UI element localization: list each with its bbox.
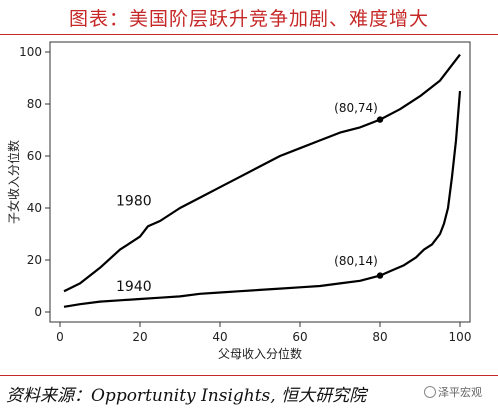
y-tick-label-100: 100 bbox=[19, 45, 42, 59]
source-note: 资料来源：Opportunity Insights, 恒大研究院 bbox=[6, 386, 367, 406]
wechat-icon bbox=[424, 386, 436, 398]
x-axis-label: 父母收入分位数 bbox=[218, 346, 302, 361]
x-tick-label-20: 20 bbox=[132, 330, 147, 344]
chart-canvas: 0 20 40 60 80 100 0 20 40 60 80 100 父母收入分位数 子女收入分位数 19… bbox=[6, 41, 472, 361]
x-tick-label-0: 0 bbox=[56, 330, 64, 344]
y-tick-label-80: 80 bbox=[27, 97, 42, 111]
x-tick-label-40: 40 bbox=[212, 330, 227, 344]
series-line-1940 bbox=[63, 90, 462, 308]
y-axis-label: 子女收入分位数 bbox=[6, 140, 21, 224]
point-label-3: (80,14) bbox=[334, 254, 378, 268]
chart-title: 图表：美国阶层跃升竞争加剧、难度增大 bbox=[68, 8, 429, 30]
y-tick-label-0: 0 bbox=[34, 305, 42, 319]
point-label-2: (80,74) bbox=[334, 101, 378, 115]
series-line-1980 bbox=[63, 53, 461, 293]
watermark-label: 泽平宏观 bbox=[438, 386, 482, 399]
title-divider bbox=[0, 34, 498, 35]
x-tick-label-80: 80 bbox=[372, 330, 387, 344]
y-tick-label-40: 40 bbox=[27, 201, 42, 215]
series-label-1980: 1980 bbox=[116, 193, 152, 209]
x-tick-label-60: 60 bbox=[292, 330, 307, 344]
y-tick-label-60: 60 bbox=[27, 149, 42, 163]
x-tick-label-100: 100 bbox=[449, 330, 472, 344]
highlight-point-3 bbox=[376, 272, 384, 279]
watermark: 泽平宏观 bbox=[424, 384, 482, 400]
plot-frame bbox=[49, 41, 471, 323]
y-tick-label-20: 20 bbox=[27, 253, 42, 267]
footer-divider bbox=[0, 375, 498, 376]
series-label-1940: 1940 bbox=[116, 279, 152, 295]
highlight-point-2 bbox=[376, 116, 384, 123]
